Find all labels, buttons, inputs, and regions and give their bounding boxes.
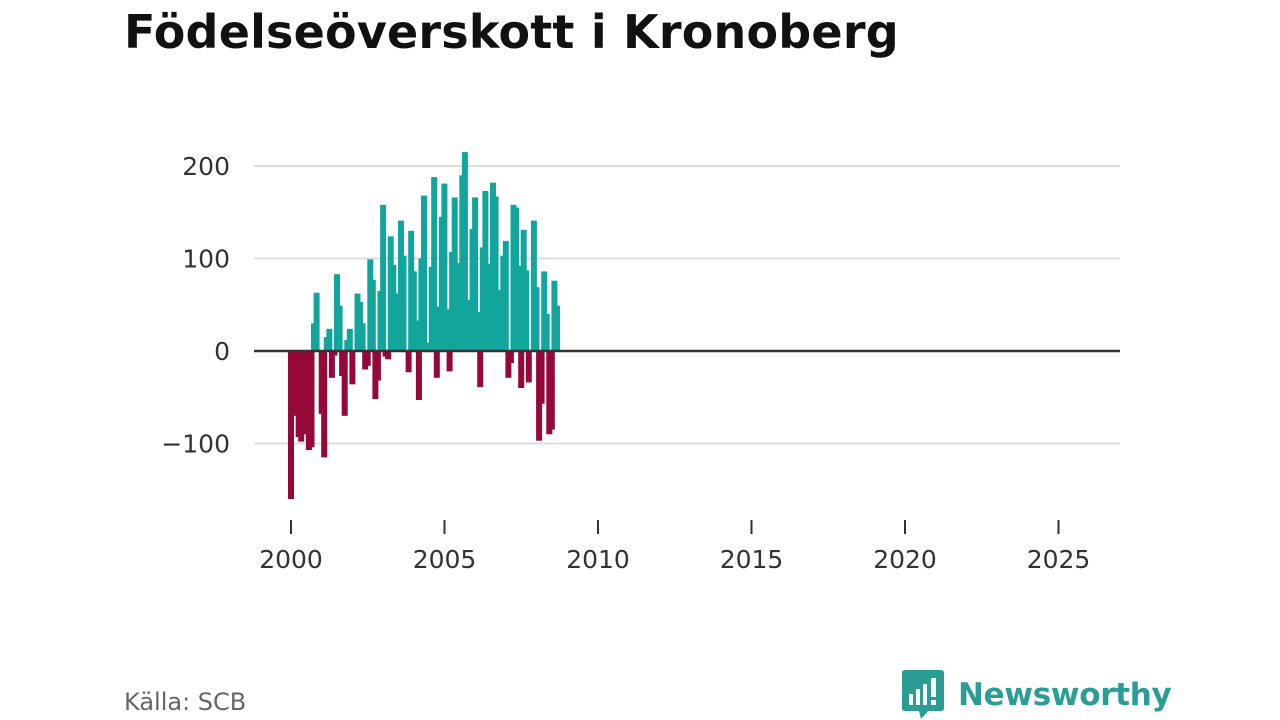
bar-positive: [313, 292, 320, 351]
y-tick-label: 200: [182, 152, 230, 181]
bar-positive: [410, 271, 417, 351]
bar-negative: [308, 351, 315, 448]
bar-positive: [444, 309, 450, 351]
bar-positive: [369, 279, 376, 351]
bar-positive: [554, 305, 560, 351]
bar-positive: [461, 152, 468, 351]
x-tick-label: 2005: [413, 545, 477, 574]
bar-positive: [472, 197, 479, 351]
bar-negative: [477, 351, 484, 388]
bar-negative: [374, 351, 381, 381]
bar-negative: [328, 351, 335, 378]
bar-positive: [474, 312, 481, 351]
bar-negative: [321, 351, 328, 458]
bar-negative: [298, 351, 305, 442]
bar-positive: [464, 300, 471, 351]
bar-negative: [415, 351, 422, 400]
y-tick-label: −100: [161, 430, 230, 459]
bar-positive: [390, 265, 397, 351]
chart-title: Födelseöverskott i Kronoberg: [124, 5, 899, 59]
bar-positive: [533, 287, 540, 351]
bar-positive: [482, 191, 489, 351]
x-tick-label: 2000: [259, 545, 323, 574]
newsworthy-logo[interactable]: Newsworthy: [902, 670, 1172, 720]
bar-negative: [518, 351, 525, 388]
bar-negative: [505, 351, 512, 378]
x-tick-label: 2020: [873, 545, 937, 574]
bar-positive: [523, 270, 530, 351]
bar-negative: [385, 351, 392, 360]
bar-positive: [530, 220, 537, 351]
bar-negative: [507, 351, 514, 363]
bar-chart-speech-bubble-icon: [902, 670, 944, 719]
bar-positive: [326, 328, 333, 351]
bar-negative: [548, 351, 555, 430]
bar-negative: [349, 351, 356, 385]
bar-negative: [331, 351, 338, 356]
bar-positive: [421, 195, 427, 351]
brand-name: Newsworthy: [958, 677, 1172, 713]
y-tick-label: 100: [182, 245, 230, 274]
source-label: Källa: SCB: [124, 688, 247, 716]
y-tick-label: 0: [214, 337, 230, 366]
bar-positive: [413, 320, 420, 351]
bars: [288, 152, 560, 499]
x-tick-label: 2010: [566, 545, 630, 574]
bar-negative: [446, 351, 453, 372]
bar-negative: [364, 351, 371, 366]
bar-positive: [380, 204, 387, 351]
bar-positive: [515, 265, 522, 351]
axes: 200 100 0 −100 2000 2005 2010 2015 2020 2025: [161, 152, 1120, 574]
bar-negative: [288, 351, 294, 499]
bar-negative: [538, 351, 545, 404]
bar-positive: [451, 197, 458, 351]
bar-positive: [541, 271, 548, 351]
bar-positive: [336, 305, 343, 351]
bar-negative: [341, 351, 348, 416]
bar-positive: [492, 196, 499, 351]
bar-positive: [502, 240, 509, 351]
bar-positive: [543, 314, 550, 351]
bar-negative: [433, 351, 440, 378]
bar-positive: [400, 255, 407, 351]
bar-positive: [431, 177, 438, 351]
bar-positive: [441, 183, 448, 351]
bar-positive: [359, 323, 366, 352]
bar-negative: [525, 351, 532, 383]
bar-negative: [405, 351, 412, 373]
x-tick-label: 2025: [1027, 545, 1091, 574]
bar-positive: [346, 328, 353, 351]
x-tick-label: 2015: [720, 545, 784, 574]
